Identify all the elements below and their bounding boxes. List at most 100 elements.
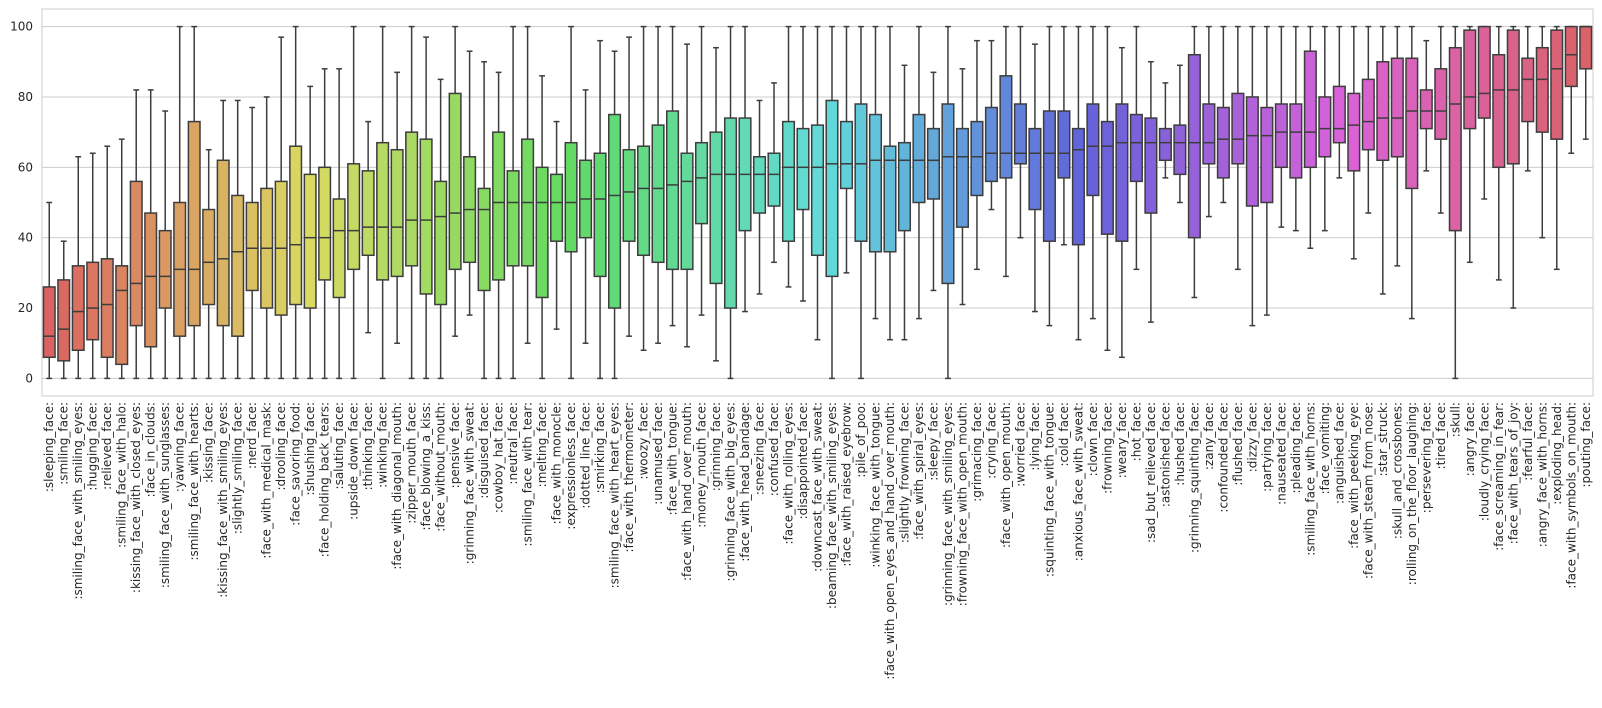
- box-69: [1042, 25, 1056, 327]
- box-27: [434, 78, 448, 380]
- iqr-box: [100, 258, 114, 359]
- box-8: [158, 110, 172, 380]
- x-tick-label: :face_with_tears_of_joy:: [1506, 402, 1520, 544]
- box-102: [1521, 25, 1535, 172]
- box-73: [1100, 25, 1114, 352]
- x-tick-label: :face_with_rolling_eyes:: [782, 402, 796, 544]
- x-tick-label: :persevering_face:: [1419, 402, 1433, 513]
- box-79: [1187, 25, 1201, 299]
- x-tick-label: :pleading_face:: [1289, 402, 1303, 494]
- iqr-box: [550, 173, 564, 242]
- iqr-box: [767, 152, 781, 207]
- box-60: [912, 25, 926, 320]
- iqr-box: [637, 145, 651, 257]
- iqr-box: [1274, 103, 1288, 169]
- x-tick-label: :face_with_spiral_eyes:: [912, 402, 926, 540]
- box-14: [245, 106, 259, 380]
- iqr-box: [912, 113, 926, 204]
- iqr-box: [1361, 78, 1375, 151]
- x-tick-label: :shushing_face:: [303, 402, 317, 496]
- x-tick-label: :melting_face:: [535, 402, 549, 487]
- x-tick-label: :face_with_steam_from_nose:: [1361, 402, 1375, 579]
- iqr-box: [245, 201, 259, 292]
- x-tick-label: :clown_face:: [1086, 402, 1100, 476]
- x-tick-label: :slightly_frowning_face:: [897, 402, 911, 543]
- iqr-box: [506, 170, 520, 267]
- box-100: [1492, 25, 1506, 281]
- iqr-box: [999, 75, 1013, 179]
- x-tick-label: :pile_of_poo:: [854, 402, 868, 478]
- iqr-box: [1187, 53, 1201, 239]
- box-12: [216, 99, 230, 380]
- iqr-box: [854, 103, 868, 242]
- iqr-box: [1202, 103, 1216, 165]
- x-tick-label: :grinning_squinting_face:: [1187, 402, 1201, 553]
- iqr-box: [1390, 57, 1404, 158]
- iqr-box: [1100, 120, 1114, 235]
- box-67: [1013, 25, 1027, 239]
- x-tick-label: :money_mouth_face:: [695, 402, 709, 528]
- box-13: [231, 99, 245, 380]
- box-92: [1376, 25, 1390, 295]
- box-46: [709, 46, 723, 362]
- x-tick-label: :winking_face_with_tongue:: [868, 402, 882, 568]
- box-76: [1144, 61, 1158, 323]
- iqr-box: [593, 152, 607, 278]
- x-tick-label: :smiling_face:: [57, 402, 71, 485]
- box-21: [347, 25, 361, 380]
- box-22: [361, 120, 375, 334]
- x-tick-label: :face_with_head_bandage:: [738, 402, 752, 562]
- box-41: [637, 25, 651, 352]
- x-tick-label: :zany_face:: [1202, 402, 1216, 470]
- box-29: [463, 50, 477, 316]
- x-tick-label: :upside_down_face:: [347, 402, 361, 520]
- box-42: [651, 25, 665, 344]
- x-tick-label: :angry_face_with_horns:: [1535, 402, 1549, 547]
- box-47: [723, 25, 738, 380]
- iqr-box: [1216, 106, 1230, 179]
- x-tick-label: :face_with_open_eyes_and_hand_over_mouth…: [883, 402, 897, 680]
- box-75: [1129, 25, 1143, 271]
- x-tick-label: :partying_face:: [1260, 402, 1274, 492]
- iqr-box: [318, 166, 332, 281]
- x-tick-label: :anguished_face:: [1332, 402, 1346, 504]
- x-tick-label: :smiling_face_with_horns:: [1303, 402, 1317, 556]
- x-tick-label: :face_with_symbols_on_mouth:: [1564, 402, 1578, 589]
- box-19: [318, 68, 332, 380]
- y-tick-label: 60: [18, 160, 33, 174]
- box-104: [1550, 25, 1564, 271]
- x-tick-label: :grimacing_face:: [970, 402, 984, 502]
- box-80: [1202, 25, 1216, 218]
- x-tick-label: :disguised_face:: [477, 402, 491, 499]
- box-51: [781, 25, 796, 288]
- iqr-box: [1506, 29, 1520, 165]
- box-37: [579, 89, 593, 344]
- box-4: [100, 145, 114, 380]
- box-11: [202, 148, 216, 380]
- box-101: [1506, 25, 1520, 309]
- box-63: [955, 68, 970, 306]
- box-58: [883, 25, 897, 341]
- x-tick-label: :confounded_face:: [1216, 402, 1230, 513]
- x-tick-label: :slightly_smiling_face:: [231, 402, 245, 534]
- box-59: [897, 64, 912, 341]
- box-24: [390, 71, 404, 344]
- iqr-box: [1535, 46, 1549, 133]
- box-9: [173, 25, 187, 380]
- box-84: [1260, 25, 1274, 316]
- y-tick-label: 20: [18, 301, 33, 315]
- x-tick-label: :sleeping_face:: [42, 402, 56, 492]
- x-tick-label: :drooling_face:: [274, 402, 288, 491]
- x-tick-label: :face_with_peeking_eye:: [1347, 402, 1361, 549]
- box-77: [1158, 82, 1172, 179]
- iqr-box: [825, 99, 839, 278]
- iqr-box: [129, 180, 143, 327]
- x-tick-label: :sleepy_face:: [926, 402, 940, 481]
- box-105: [1564, 25, 1578, 154]
- x-tick-label: :face_holding_back_tears:: [318, 402, 332, 557]
- x-tick-label: :grinning_face:: [709, 402, 723, 491]
- box-68: [1028, 43, 1042, 313]
- box-45: [694, 25, 709, 316]
- iqr-box: [535, 166, 549, 299]
- iqr-box: [1376, 61, 1390, 162]
